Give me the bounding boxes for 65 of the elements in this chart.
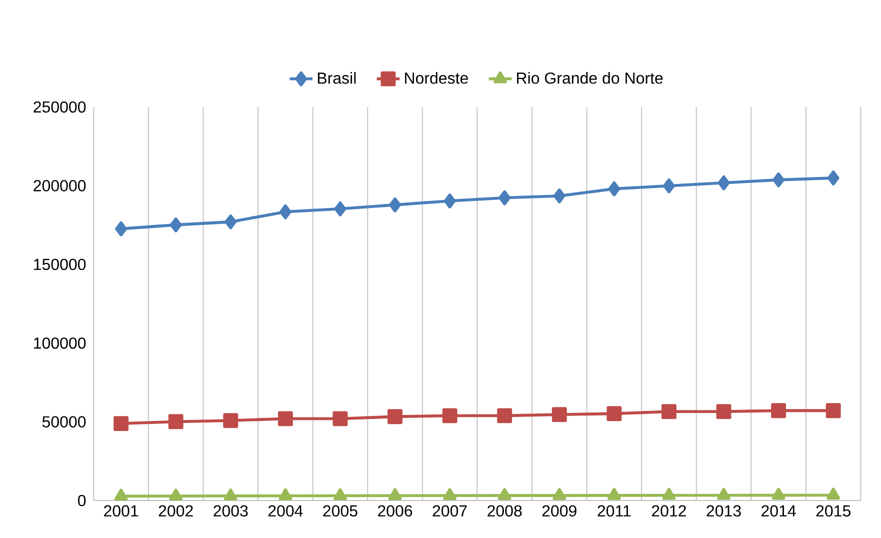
point: [332, 411, 348, 426]
legend-label: Nordeste: [405, 72, 468, 84]
x-tick-label: 2004: [268, 505, 303, 516]
point: [826, 403, 841, 418]
point: [606, 406, 622, 422]
point: [169, 488, 183, 500]
point: [224, 488, 238, 500]
x-tick-label: 2008: [488, 505, 522, 516]
point: [223, 413, 238, 428]
x-tick-label: 2009: [542, 505, 576, 516]
point: [716, 404, 732, 419]
point: [772, 488, 786, 500]
point: [608, 488, 621, 500]
point: [661, 404, 676, 419]
point: [442, 408, 458, 424]
point: [553, 188, 566, 204]
point: [278, 488, 292, 500]
point: [170, 217, 182, 232]
x-tick-label: 2003: [214, 505, 248, 516]
point: [279, 204, 292, 220]
y-tick-label: 250000: [34, 101, 86, 113]
point: [334, 201, 346, 216]
point: [114, 416, 129, 431]
point: [498, 190, 511, 206]
point: [662, 488, 676, 500]
y-tick-label: 150000: [34, 258, 86, 270]
point: [115, 221, 128, 236]
legend-label: Brasil: [318, 72, 356, 84]
y-tick-label: 200000: [34, 180, 86, 192]
point: [827, 170, 840, 186]
x-tick-label: 2013: [706, 505, 741, 516]
point: [168, 414, 184, 430]
x-tick-label: 2001: [104, 505, 138, 516]
point: [497, 408, 512, 424]
point: [498, 488, 512, 500]
x-tick-label: 2015: [816, 505, 850, 516]
x-tick-label: 2002: [158, 505, 193, 516]
point: [278, 411, 293, 426]
point: [224, 214, 237, 230]
point: [388, 488, 402, 500]
x-tick-label: 2012: [652, 505, 686, 516]
point: [608, 181, 620, 196]
point: [114, 488, 128, 501]
x-tick-label: 2014: [762, 505, 796, 516]
point: [771, 403, 786, 418]
y-tick-label: 0: [78, 494, 86, 506]
x-tick-label: 2007: [432, 505, 467, 516]
point: [443, 488, 456, 500]
point: [662, 178, 675, 194]
point: [826, 488, 840, 500]
legend-label: Rio Grande do Norte: [517, 72, 663, 84]
x-tick-label: 2005: [323, 505, 358, 516]
point: [388, 409, 402, 424]
point: [334, 488, 347, 500]
y-tick-label: 100000: [34, 337, 86, 349]
x-tick-label: 2006: [378, 505, 412, 516]
point: [552, 407, 567, 422]
point: [717, 488, 730, 500]
point: [718, 175, 730, 190]
y-tick-label: 50000: [42, 416, 86, 428]
point: [444, 193, 456, 208]
point: [772, 172, 785, 188]
point: [389, 197, 401, 212]
x-tick-label: 2011: [598, 505, 631, 516]
point: [552, 488, 566, 500]
